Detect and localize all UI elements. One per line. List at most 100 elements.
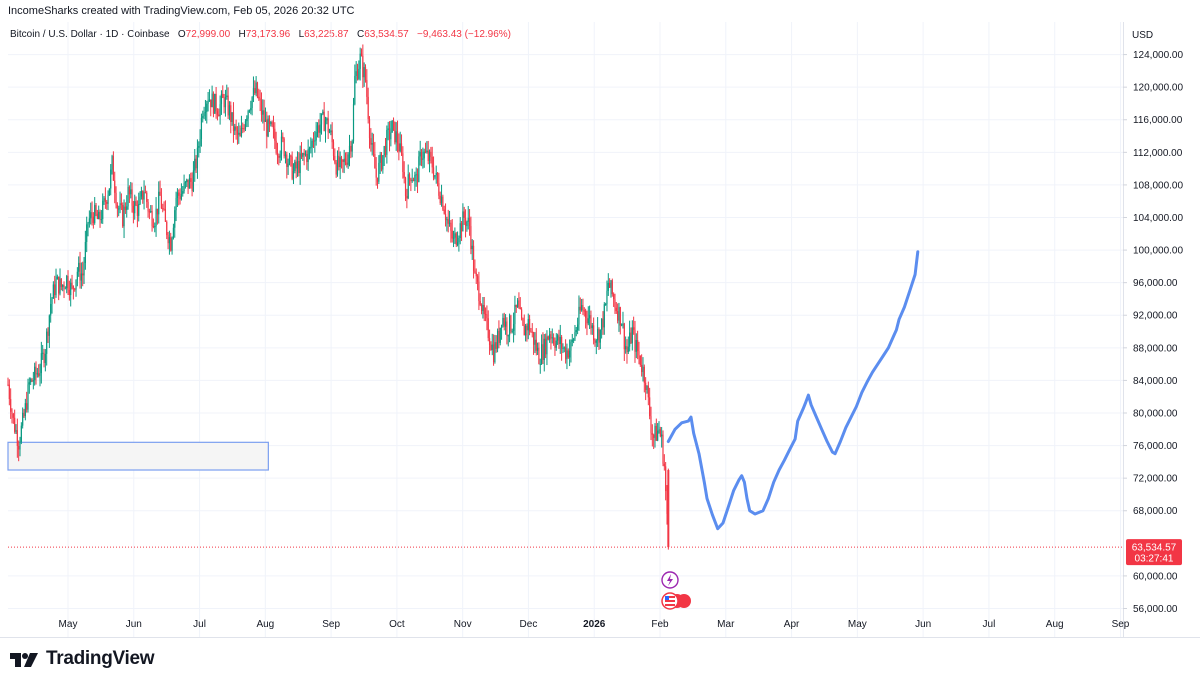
candle-body xyxy=(387,128,389,130)
candle-body xyxy=(486,314,488,319)
candle-body xyxy=(456,242,459,245)
candle-body xyxy=(586,317,588,324)
candle-body xyxy=(555,340,557,348)
candle-body xyxy=(448,222,451,224)
candle-body xyxy=(621,324,623,326)
candle-body xyxy=(64,288,66,290)
candle-body xyxy=(184,182,187,184)
time-tick-label: Oct xyxy=(389,619,405,630)
candle-body xyxy=(539,363,541,365)
candle-body xyxy=(601,318,603,330)
candle-body xyxy=(343,158,345,162)
candle-body xyxy=(119,203,121,209)
candle-body xyxy=(87,222,89,225)
candle-body xyxy=(362,55,364,78)
time-tick-label: Apr xyxy=(784,619,800,630)
candle-body xyxy=(24,403,26,417)
candle-body xyxy=(247,110,249,119)
candle-body xyxy=(43,352,45,363)
candle-body xyxy=(14,417,16,432)
candle-body xyxy=(602,318,604,328)
candle-body xyxy=(598,329,600,343)
candle-body xyxy=(611,280,613,295)
symbol-name[interactable]: Bitcoin / U.S. Dollar · 1D · Coinbase xyxy=(10,29,170,40)
candle-body xyxy=(458,238,460,243)
candle-body xyxy=(263,110,265,122)
candle-body xyxy=(578,306,580,325)
candle-body xyxy=(20,425,22,442)
price-tick-label: 68,000.00 xyxy=(1133,506,1178,517)
candle-body xyxy=(450,222,452,231)
candle-body xyxy=(204,111,207,114)
candle-body xyxy=(553,337,555,344)
candle-body xyxy=(566,350,568,360)
candle-body xyxy=(650,416,652,434)
candle-body xyxy=(594,340,596,343)
candle-body xyxy=(414,175,416,182)
candle-body xyxy=(158,191,160,215)
candle-body xyxy=(271,122,273,126)
candle-body xyxy=(609,282,611,288)
candle-body xyxy=(150,211,152,213)
candle-body xyxy=(102,200,104,220)
high-value: 73,173.96 xyxy=(245,29,291,40)
price-tick-label: 72,000.00 xyxy=(1133,474,1178,485)
candle-body xyxy=(643,366,645,383)
last-price-tag[interactable] xyxy=(1126,539,1182,566)
candle-body xyxy=(196,147,199,169)
candle-body xyxy=(168,237,171,244)
candle-body xyxy=(211,93,213,108)
candle-body xyxy=(372,143,375,154)
candle-body xyxy=(551,337,553,339)
candle-body xyxy=(510,315,512,332)
candle-body xyxy=(498,330,500,343)
currency-label[interactable]: USD xyxy=(1132,30,1154,41)
candle-body xyxy=(303,153,305,155)
candle-body xyxy=(547,336,549,340)
candle-body xyxy=(11,411,13,414)
flash-events-icon[interactable] xyxy=(661,571,679,589)
candle-body xyxy=(304,153,307,155)
candle-body xyxy=(515,304,517,308)
candle-body xyxy=(238,132,240,135)
candle-body xyxy=(290,155,292,157)
candle-body xyxy=(91,212,93,217)
candle-body xyxy=(156,208,159,215)
candle-body xyxy=(59,278,61,294)
candle-body xyxy=(250,107,252,111)
candle-body xyxy=(543,338,545,361)
us-flag-event-icon[interactable] xyxy=(661,592,691,610)
tradingview-logo[interactable]: TradingView xyxy=(10,648,155,670)
candle-body xyxy=(526,325,528,331)
candle-body xyxy=(416,174,419,183)
price-tick-label: 108,000.00 xyxy=(1133,180,1183,191)
candle-body xyxy=(658,429,660,431)
candle-body xyxy=(647,385,649,398)
candle-body xyxy=(80,273,82,281)
candle-body xyxy=(411,180,413,182)
candle-body xyxy=(591,325,593,329)
price-tick-label: 88,000.00 xyxy=(1133,343,1178,354)
candle-body xyxy=(60,278,62,287)
candle-body xyxy=(535,339,537,351)
candle-body xyxy=(276,152,279,157)
candle-body xyxy=(75,279,77,290)
candle-body xyxy=(462,211,464,232)
candle-body xyxy=(490,344,492,350)
candle-body xyxy=(210,99,212,108)
candle-body xyxy=(619,307,621,326)
candle-body xyxy=(642,366,644,373)
candle-body xyxy=(494,342,496,362)
candle-body xyxy=(198,146,200,148)
candle-body xyxy=(464,217,467,227)
candle-body xyxy=(216,111,219,115)
candle-body xyxy=(46,331,48,354)
candle-body xyxy=(267,118,269,137)
candle-body xyxy=(495,342,497,349)
candle-body xyxy=(214,93,216,114)
candle-body xyxy=(164,209,167,222)
candle-body xyxy=(98,211,100,219)
candle-body xyxy=(514,304,516,325)
candle-body xyxy=(151,211,153,227)
